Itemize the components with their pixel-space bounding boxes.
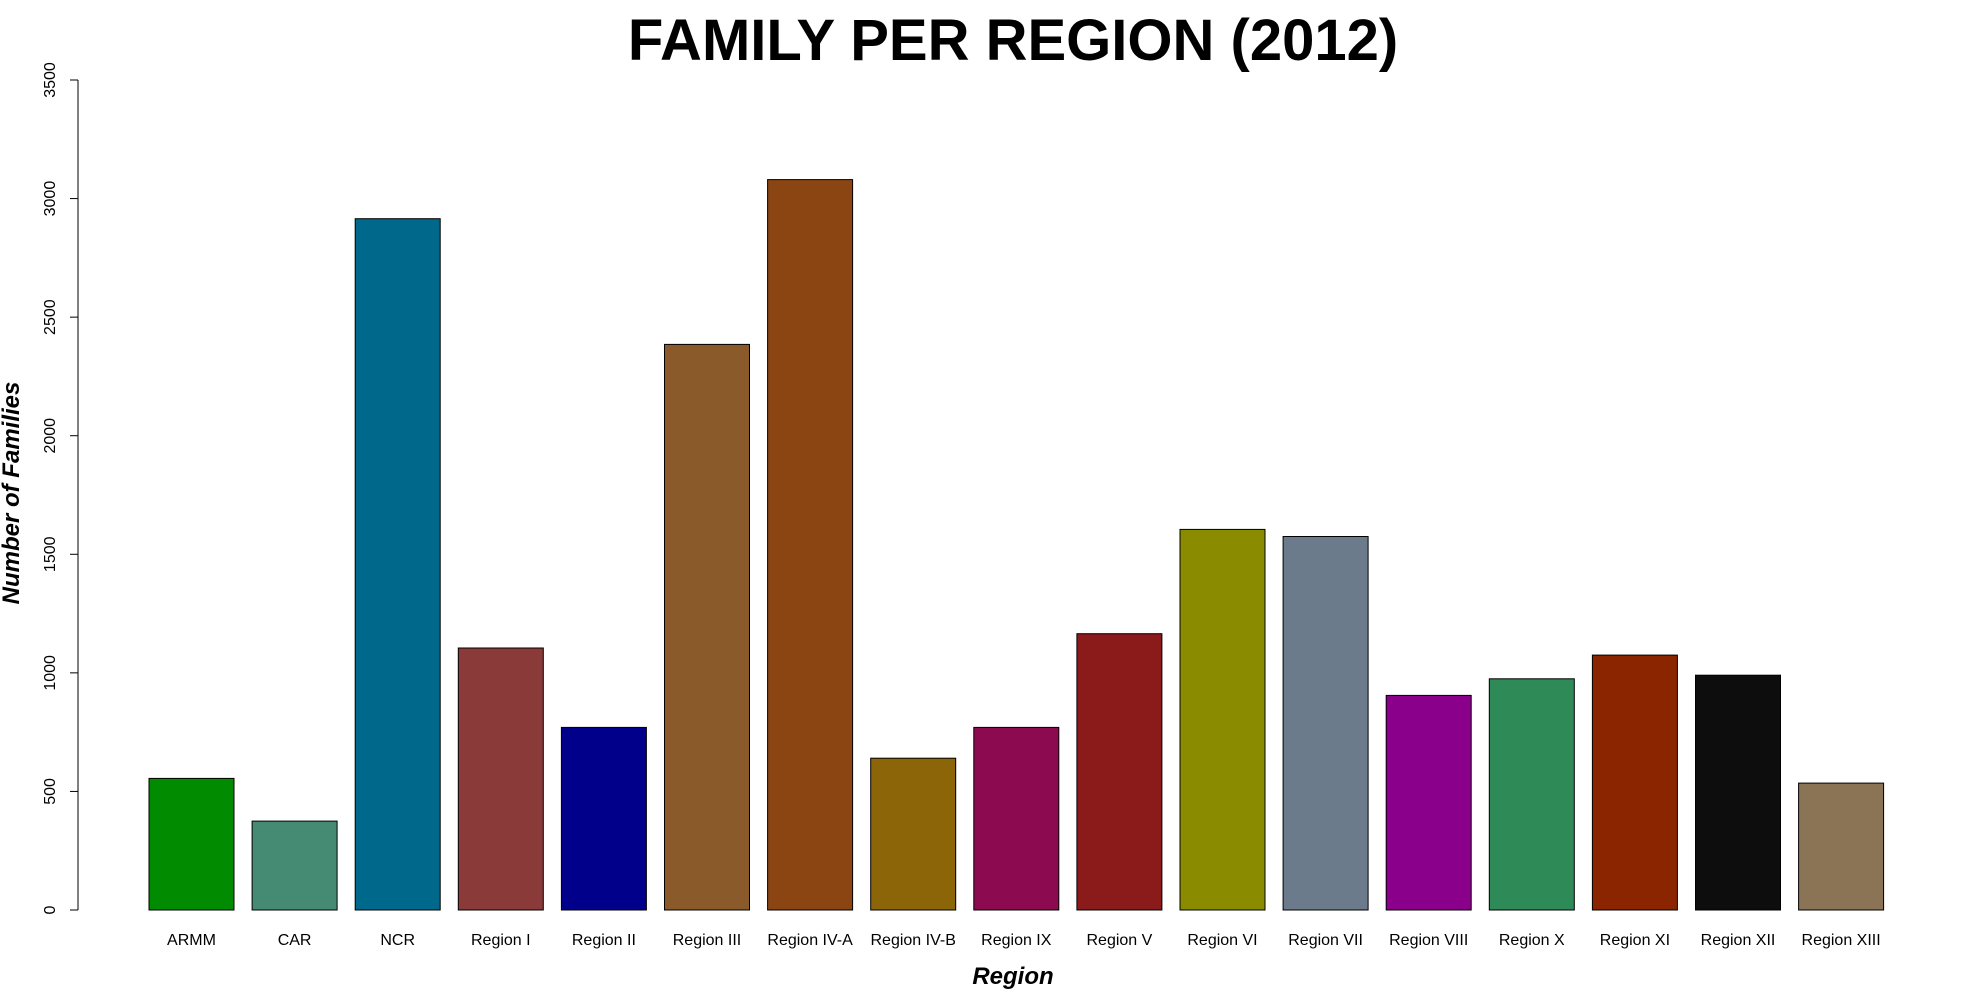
bar-region-iv-b (870, 757, 957, 911)
y-axis-label: Number of Families (0, 382, 25, 605)
y-tick-label: 3500 (42, 62, 59, 98)
x-tick-label: Region XIII (1802, 932, 1881, 949)
bar-region-xiii (1798, 782, 1885, 911)
x-tick-label: Region X (1499, 932, 1565, 949)
y-tick-label: 2000 (42, 418, 59, 454)
y-axis: 0 500 1000 1500 2000 2500 3000 3500 (42, 62, 79, 914)
bar-region-vii (1282, 536, 1369, 911)
x-tick-label: Region XII (1701, 932, 1776, 949)
bar-region-ix (973, 726, 1060, 911)
x-tick-label: Region XI (1600, 932, 1670, 949)
x-tick-label: ARMM (167, 932, 216, 949)
x-tick-label: NCR (380, 932, 415, 949)
x-tick-label: Region I (471, 932, 531, 949)
y-tick-label: 1500 (42, 536, 59, 572)
bar-car (251, 820, 338, 911)
x-tick-label: CAR (278, 932, 312, 949)
y-tick-label: 500 (42, 778, 59, 805)
y-tick-label: 1000 (42, 655, 59, 691)
x-tick-label: Region IX (981, 932, 1052, 949)
bar-armm (148, 777, 235, 911)
bar-region-iii (664, 343, 750, 911)
x-tick-label: Region IV-B (871, 932, 956, 949)
y-tick-label: 3000 (42, 181, 59, 217)
x-tick-label: Region II (572, 932, 636, 949)
bar-region-xii (1695, 674, 1781, 911)
bars-group (148, 179, 1885, 911)
x-tick-label: Region V (1086, 932, 1152, 949)
bar-region-x (1488, 678, 1575, 911)
x-tick-label: Region IV-A (767, 932, 853, 949)
x-tick-label: Region VI (1187, 932, 1257, 949)
bar-ncr (354, 218, 441, 911)
x-tick-label: Region VII (1288, 932, 1363, 949)
chart-title: FAMILY PER REGION (2012) (628, 8, 1398, 73)
bar-region-ii (560, 726, 647, 911)
bar-region-vi (1179, 528, 1266, 911)
x-tick-label: Region III (673, 932, 741, 949)
y-tick-label: 0 (42, 905, 59, 914)
bar-region-iv-a (767, 179, 854, 911)
bar-region-v (1076, 633, 1163, 911)
x-tick-label: Region VIII (1389, 932, 1468, 949)
x-axis-label: Region (972, 963, 1053, 990)
y-tick-label: 2500 (42, 299, 59, 335)
category-labels: ARMM CAR NCR Region I Region II Region III Reg… (167, 932, 1881, 949)
bar-region-xi (1591, 654, 1678, 911)
bar-region-viii (1385, 694, 1472, 911)
bar-region-i (457, 647, 544, 911)
